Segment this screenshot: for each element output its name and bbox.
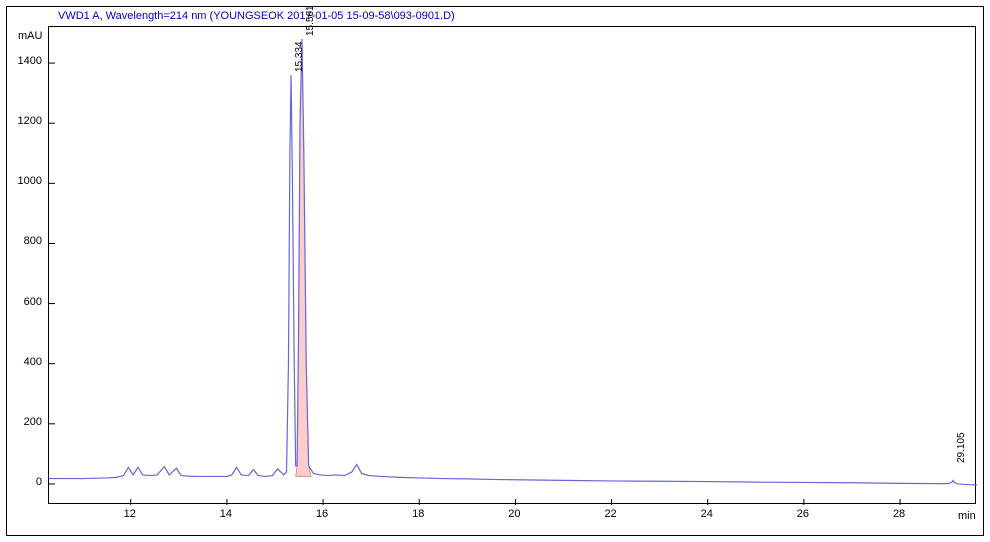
y-tick-label: 800 [6, 235, 42, 247]
y-tick-label: 200 [6, 416, 42, 428]
y-tick-label: 0 [6, 476, 42, 488]
y-tick-label: 1000 [6, 175, 42, 187]
peak-label: 15.334 [294, 42, 305, 73]
chromatogram-svg [49, 27, 977, 505]
y-axis-unit-label: mAU [18, 30, 42, 42]
peak-label: 15.561 [305, 5, 316, 36]
chart-header: VWD1 A, Wavelength=214 nm (YOUNGSEOK 201… [58, 10, 455, 22]
x-tick-label: 24 [701, 508, 713, 520]
chromatogram-trace [49, 39, 977, 485]
chromatogram-plot-area [48, 26, 976, 504]
x-tick-label: 12 [124, 508, 136, 520]
peak-label: 29.105 [956, 432, 967, 463]
x-tick-label: 14 [220, 508, 232, 520]
x-tick-label: 18 [412, 508, 424, 520]
y-tick-label: 1400 [6, 55, 42, 67]
y-tick-label: 600 [6, 296, 42, 308]
x-tick-label: 26 [797, 508, 809, 520]
x-tick-label: 22 [604, 508, 616, 520]
x-tick-label: 20 [508, 508, 520, 520]
y-tick-label: 1200 [6, 115, 42, 127]
x-tick-label: 28 [893, 508, 905, 520]
x-axis-unit-label: min [958, 510, 976, 522]
x-tick-label: 16 [316, 508, 328, 520]
y-tick-label: 400 [6, 356, 42, 368]
